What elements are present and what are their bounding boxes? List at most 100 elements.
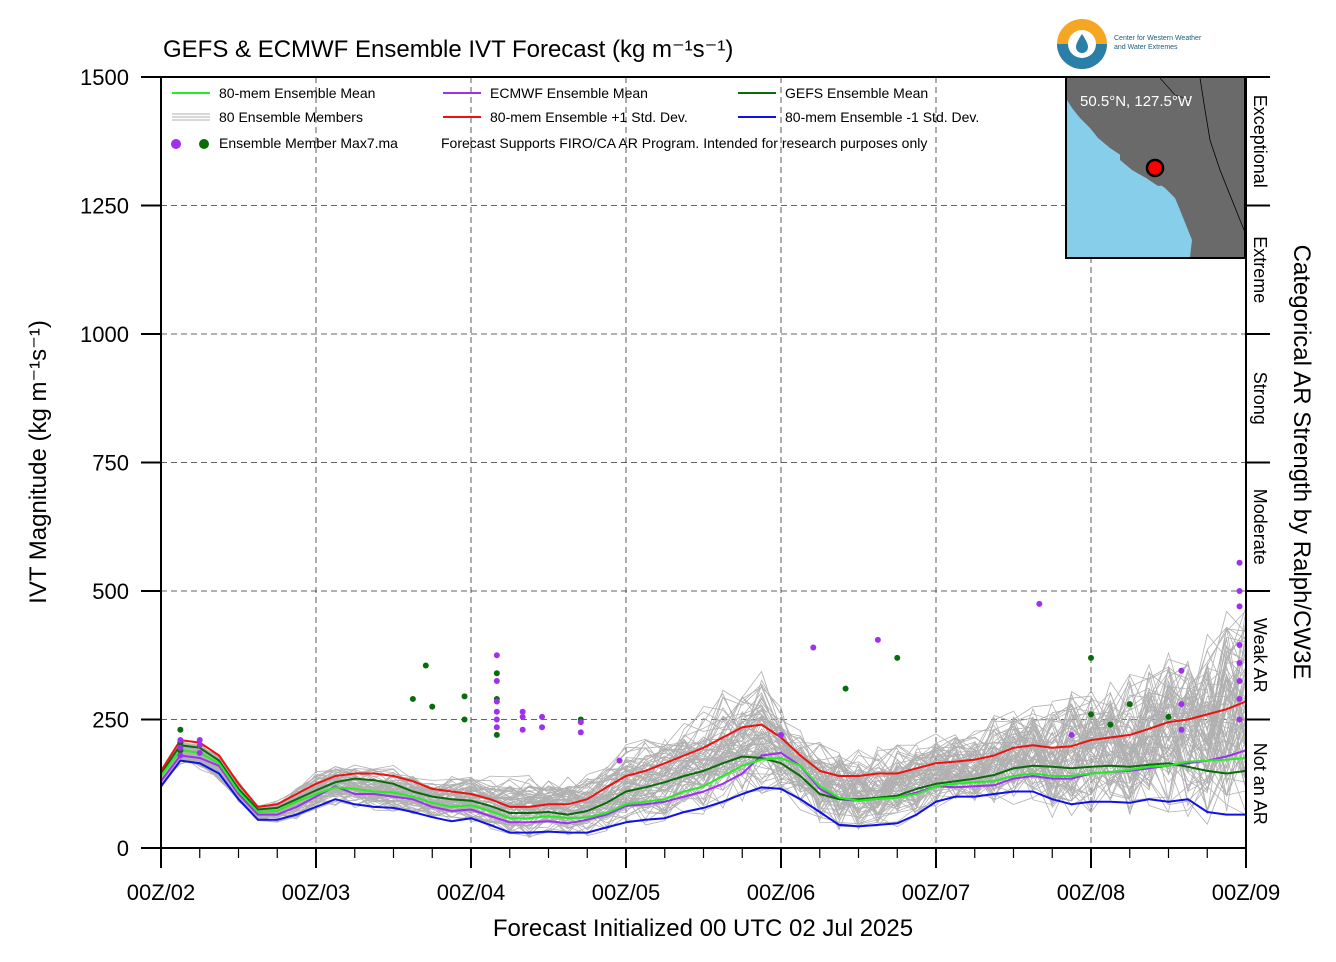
ecmwf-max-marker: [1236, 559, 1243, 566]
ecmwf-max-marker: [493, 698, 500, 705]
gefs-max-marker: [493, 670, 500, 677]
legend-label-ensemble-mean: 80-mem Ensemble Mean: [219, 85, 375, 101]
ecmwf-max-marker: [196, 737, 203, 744]
category-label: Strong: [1250, 372, 1270, 425]
ecmwf-max-marker: [519, 708, 526, 715]
legend-swatch-members: [172, 113, 210, 121]
x-tick-label: 00Z/03: [282, 880, 351, 905]
y-tick-label: 1500: [80, 65, 129, 90]
legend-label-minus-std: 80-mem Ensemble -1 Std. Dev.: [785, 109, 979, 125]
gefs-max-marker: [177, 726, 184, 733]
y-tick-label: 500: [92, 579, 129, 604]
legend: 80-mem Ensemble Mean ECMWF Ensemble Mean…: [171, 85, 979, 151]
legend-label-members: 80 Ensemble Members: [219, 109, 363, 125]
ecmwf-max-marker: [493, 708, 500, 715]
legend-label-ecmwf-mean: ECMWF Ensemble Mean: [490, 85, 648, 101]
x-tick-label: 00Z/02: [127, 880, 196, 905]
series-line-80-mem-ensemble-1-std-dev-: [160, 759, 1246, 834]
legend-note: Forecast Supports FIRO/CA AR Program. In…: [441, 135, 927, 151]
ecmwf-max-marker: [177, 744, 184, 751]
y-tick-label: 1000: [80, 322, 129, 347]
ensemble-member-line: [160, 679, 1247, 815]
ecmwf-max-marker: [493, 652, 500, 659]
ecmwf-max-marker: [177, 737, 184, 744]
x-tick-label: 00Z/06: [747, 880, 816, 905]
ecmwf-max-marker: [778, 731, 784, 738]
series-line-ecmwf-ensemble-mean: [160, 749, 1247, 825]
ecmwf-max-marker: [577, 719, 584, 726]
y-axis-title: IVT Magnitude (kg m⁻¹s⁻¹): [25, 320, 52, 604]
y-tick-label: 0: [117, 836, 129, 861]
ecmwf-max-marker: [196, 749, 203, 756]
legend-marker-gefs: [199, 139, 209, 149]
max-markers: [177, 559, 1243, 764]
gefs-max-marker: [1088, 654, 1094, 661]
category-label: Moderate: [1250, 489, 1270, 565]
series-lines: [160, 700, 1247, 834]
ecmwf-max-marker: [1236, 716, 1243, 723]
ecmwf-max-marker: [1236, 603, 1243, 610]
logo-text-line2: and Water Extremes: [1114, 44, 1178, 51]
ensemble-member-line: [160, 687, 1247, 818]
location-marker-icon: [1145, 158, 1165, 178]
ecmwf-max-marker: [493, 724, 500, 731]
cw3e-logo: Center for Western Weather and Water Ext…: [1057, 19, 1202, 69]
ensemble-member-line: [160, 645, 1247, 807]
gefs-max-marker: [894, 654, 901, 661]
map-coords-label: 50.5°N, 127.5°W: [1080, 93, 1193, 110]
series-line-80-mem-ensemble-mean: [160, 749, 1247, 820]
legend-label-max-markers: Ensemble Member Max7.ma: [219, 135, 398, 151]
map-inset: 50.5°N, 127.5°W: [1065, 76, 1246, 259]
ensemble-member-line: [160, 722, 1247, 832]
water-drop-icon: [1076, 34, 1088, 53]
ecmwf-max-marker: [616, 757, 623, 764]
ecmwf-max-marker: [874, 636, 881, 643]
ecmwf-max-marker: [519, 726, 526, 733]
chart-title: GEFS & ECMWF Ensemble IVT Forecast (kg m…: [163, 36, 733, 63]
gefs-max-marker: [461, 693, 468, 700]
gefs-max-marker: [422, 662, 429, 669]
ensemble-member-line: [160, 627, 1247, 819]
y-tick-label: 750: [92, 451, 129, 476]
x-tick-label: 00Z/04: [437, 880, 506, 905]
legend-marker-ecmwf: [171, 139, 181, 149]
x-tick-label: 00Z/09: [1212, 880, 1281, 905]
ecmwf-max-marker: [519, 713, 526, 720]
ecmwf-max-marker: [539, 713, 546, 720]
right-axis-title: Categorical AR Strength by Ralph/CW3E: [1288, 245, 1315, 680]
gefs-max-marker: [1107, 721, 1114, 728]
gefs-max-marker: [429, 703, 436, 710]
ecmwf-max-marker: [539, 724, 546, 731]
logo-text-line1: Center for Western Weather: [1114, 35, 1202, 42]
gefs-max-marker: [409, 695, 416, 702]
x-tick-label: 00Z/05: [592, 880, 661, 905]
ecmwf-max-marker: [493, 716, 500, 723]
x-tick-label: 00Z/07: [902, 880, 971, 905]
ecmwf-max-marker: [1036, 600, 1043, 607]
gefs-max-marker: [1165, 713, 1172, 720]
ecmwf-max-marker: [577, 729, 584, 736]
ecmwf-max-marker: [1236, 659, 1243, 666]
category-label: Exceptional: [1250, 95, 1270, 188]
category-label: Extreme: [1250, 236, 1270, 303]
x-tick-label: 00Z/08: [1057, 880, 1126, 905]
ecmwf-max-marker: [177, 752, 184, 759]
ensemble-member-line: [160, 666, 1247, 816]
category-label: Weak AR: [1250, 618, 1270, 693]
axes: [141, 76, 1270, 868]
ecmwf-max-marker: [1236, 588, 1243, 594]
y-tick-label: 1250: [80, 194, 129, 219]
gefs-max-marker: [1126, 701, 1133, 708]
tick-labels: 0 250 500 750 1000 1250 1500 00Z/02 00Z/03 00Z/04…: [80, 65, 1280, 905]
ecmwf-max-marker: [1178, 726, 1185, 733]
ecmwf-max-marker: [196, 742, 203, 749]
ecmwf-max-marker: [1178, 701, 1185, 708]
ecmwf-max-marker: [1236, 641, 1243, 648]
gefs-max-marker: [1088, 711, 1094, 718]
series-line-80-mem-ensemble-1-std-dev-: [160, 700, 1247, 808]
ensemble-member-line: [160, 713, 1247, 837]
ecmwf-max-marker: [1236, 695, 1243, 702]
ecmwf-max-marker: [1068, 731, 1075, 738]
y-tick-label: 250: [92, 708, 129, 733]
